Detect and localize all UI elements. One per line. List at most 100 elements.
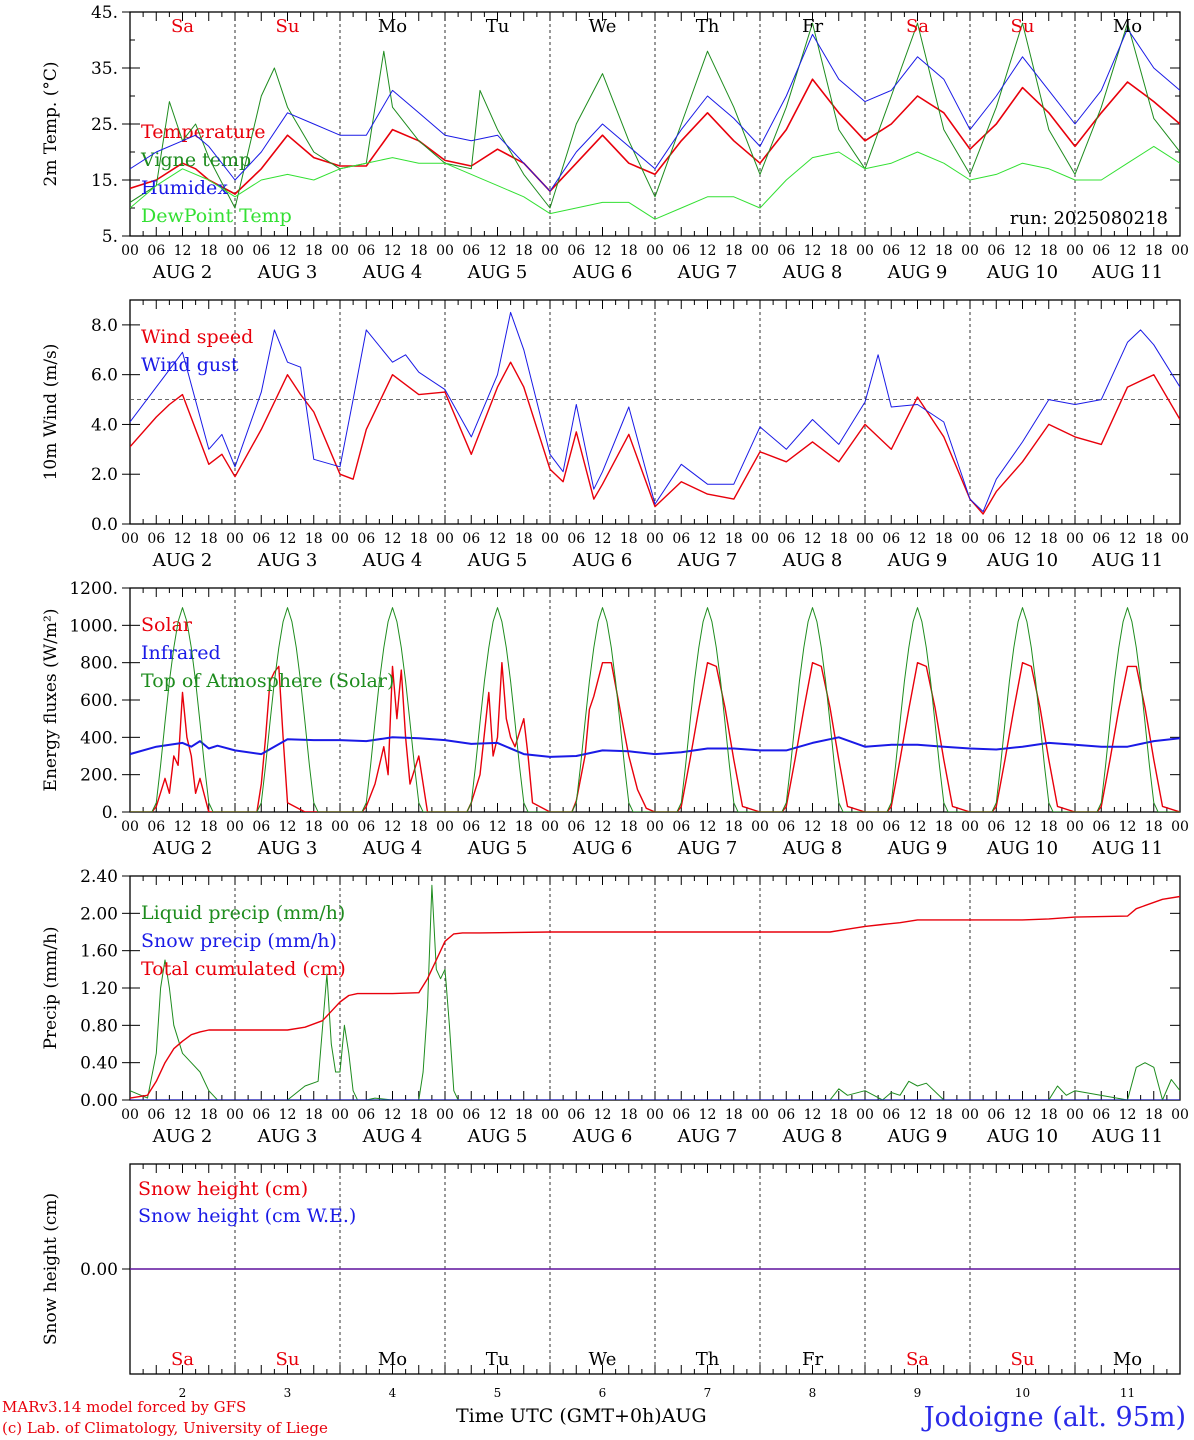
hour-label: 00: [331, 819, 349, 835]
hour-label: 18: [305, 531, 323, 547]
hour-label: 18: [515, 1107, 533, 1123]
hour-label: 12: [384, 243, 402, 259]
day-number: 8: [809, 1386, 817, 1400]
date-label: AUG 5: [467, 262, 528, 283]
hour-label: 06: [462, 531, 480, 547]
date-label: AUG 9: [887, 550, 948, 571]
panel-5: 0.00 Snow height (cm) Snow height (cm) Snow…: [41, 1163, 1181, 1400]
day-name: Su: [276, 16, 300, 37]
hour-label: 06: [567, 819, 585, 835]
hour-label: 00: [121, 1107, 139, 1123]
y-tick-label: 45.: [91, 3, 118, 23]
hour-label: 00: [541, 531, 559, 547]
hour-label: 06: [777, 531, 795, 547]
hour-label: 18: [200, 531, 218, 547]
date-label: AUG 2: [152, 1126, 213, 1147]
hour-label: 00: [751, 243, 769, 259]
date-label: AUG 7: [677, 550, 738, 571]
panel-4: 0.00 0.40 0.80 1.20 1.60 2.00 2.40 Precip (mm/h…: [41, 867, 1189, 1147]
hour-label: 12: [384, 819, 402, 835]
hour-label: 06: [147, 531, 165, 547]
panel-frame: [129, 299, 1181, 525]
hour-label: 06: [462, 1107, 480, 1123]
hour-label: 00: [961, 819, 979, 835]
day-name: Sa: [906, 16, 929, 37]
hour-label: 18: [1145, 243, 1163, 259]
hour-label: 06: [1092, 1107, 1110, 1123]
hour-label: 12: [804, 1107, 822, 1123]
hour-label: 18: [620, 819, 638, 835]
hour-label: 00: [646, 1107, 664, 1123]
hour-label: 12: [909, 819, 927, 835]
y-axis-label: Snow height (cm): [41, 1193, 61, 1345]
hour-label: 06: [1092, 243, 1110, 259]
hour-label: 18: [200, 243, 218, 259]
hour-label: 06: [1092, 819, 1110, 835]
hour-label: 18: [1145, 1107, 1163, 1123]
hour-label: 12: [279, 1107, 297, 1123]
hour-label: 06: [777, 243, 795, 259]
date-label: AUG 6: [572, 1126, 633, 1147]
hour-label: 06: [567, 1107, 585, 1123]
hour-label: 18: [935, 243, 953, 259]
hour-label: 18: [1040, 819, 1058, 835]
hour-label: 12: [279, 819, 297, 835]
day-number: 4: [389, 1386, 397, 1400]
hour-label: 18: [725, 1107, 743, 1123]
hour-label: 00: [541, 819, 559, 835]
day-name: We: [589, 16, 617, 37]
hour-label: 00: [646, 531, 664, 547]
date-label: AUG 6: [572, 550, 633, 571]
hour-label: 06: [672, 1107, 690, 1123]
hour-label: 12: [594, 243, 612, 259]
hour-label: 06: [672, 819, 690, 835]
y-tick-label: 1200.: [69, 579, 118, 599]
day-number: 6: [599, 1386, 607, 1400]
hour-label: 00: [436, 531, 454, 547]
hour-label: 06: [252, 1107, 270, 1123]
hour-label: 12: [279, 531, 297, 547]
hour-label: 06: [882, 531, 900, 547]
date-label: AUG 3: [257, 838, 318, 859]
date-label: AUG 11: [1091, 1126, 1163, 1147]
hour-label: 06: [777, 819, 795, 835]
date-label: AUG 10: [986, 262, 1058, 283]
day-name: Th: [696, 1349, 720, 1370]
y-tick-label: 1000.: [69, 616, 118, 636]
panel-frame: [129, 11, 1181, 237]
hour-label: 18: [1040, 531, 1058, 547]
legend-entry: Total cumulated (cm): [141, 958, 346, 980]
hour-label: 18: [305, 243, 323, 259]
hour-label: 00: [856, 243, 874, 259]
hour-label: 00: [1171, 819, 1189, 835]
day-name: Su: [1011, 1349, 1035, 1370]
lab-credit: (c) Lab. of Climatology, University of L…: [2, 1419, 328, 1437]
y-tick-label: 35.: [91, 59, 118, 79]
hour-label: 18: [830, 819, 848, 835]
day-number: 3: [284, 1386, 292, 1400]
date-label: AUG 4: [362, 1126, 423, 1147]
hour-label: 18: [410, 531, 428, 547]
hour-label: 18: [200, 819, 218, 835]
day-number: 5: [494, 1386, 502, 1400]
panel-1: 5.15.25.35.45.2m Temp. (°C) TemperatureVi…: [41, 3, 1189, 283]
date-label: AUG 8: [782, 838, 843, 859]
legend-entry: Infrared: [141, 642, 221, 664]
day-name: Sa: [171, 1349, 194, 1370]
series-line-2-2: [130, 311, 1180, 513]
hour-label: 00: [856, 531, 874, 547]
date-label: AUG 6: [572, 262, 633, 283]
hour-label: 06: [357, 819, 375, 835]
y-tick-label: 0.40: [80, 1054, 118, 1074]
y-tick-label: 200.: [80, 766, 118, 786]
hour-label: 06: [357, 1107, 375, 1123]
hour-label: 18: [725, 531, 743, 547]
hour-label: 12: [594, 1107, 612, 1123]
hour-label: 06: [987, 531, 1005, 547]
hour-label: 06: [987, 819, 1005, 835]
hour-label: 12: [909, 531, 927, 547]
hour-label: 12: [1014, 1107, 1032, 1123]
hour-label: 12: [804, 819, 822, 835]
y-tick-label: 0.00: [80, 1260, 118, 1280]
date-label: AUG 3: [257, 550, 318, 571]
